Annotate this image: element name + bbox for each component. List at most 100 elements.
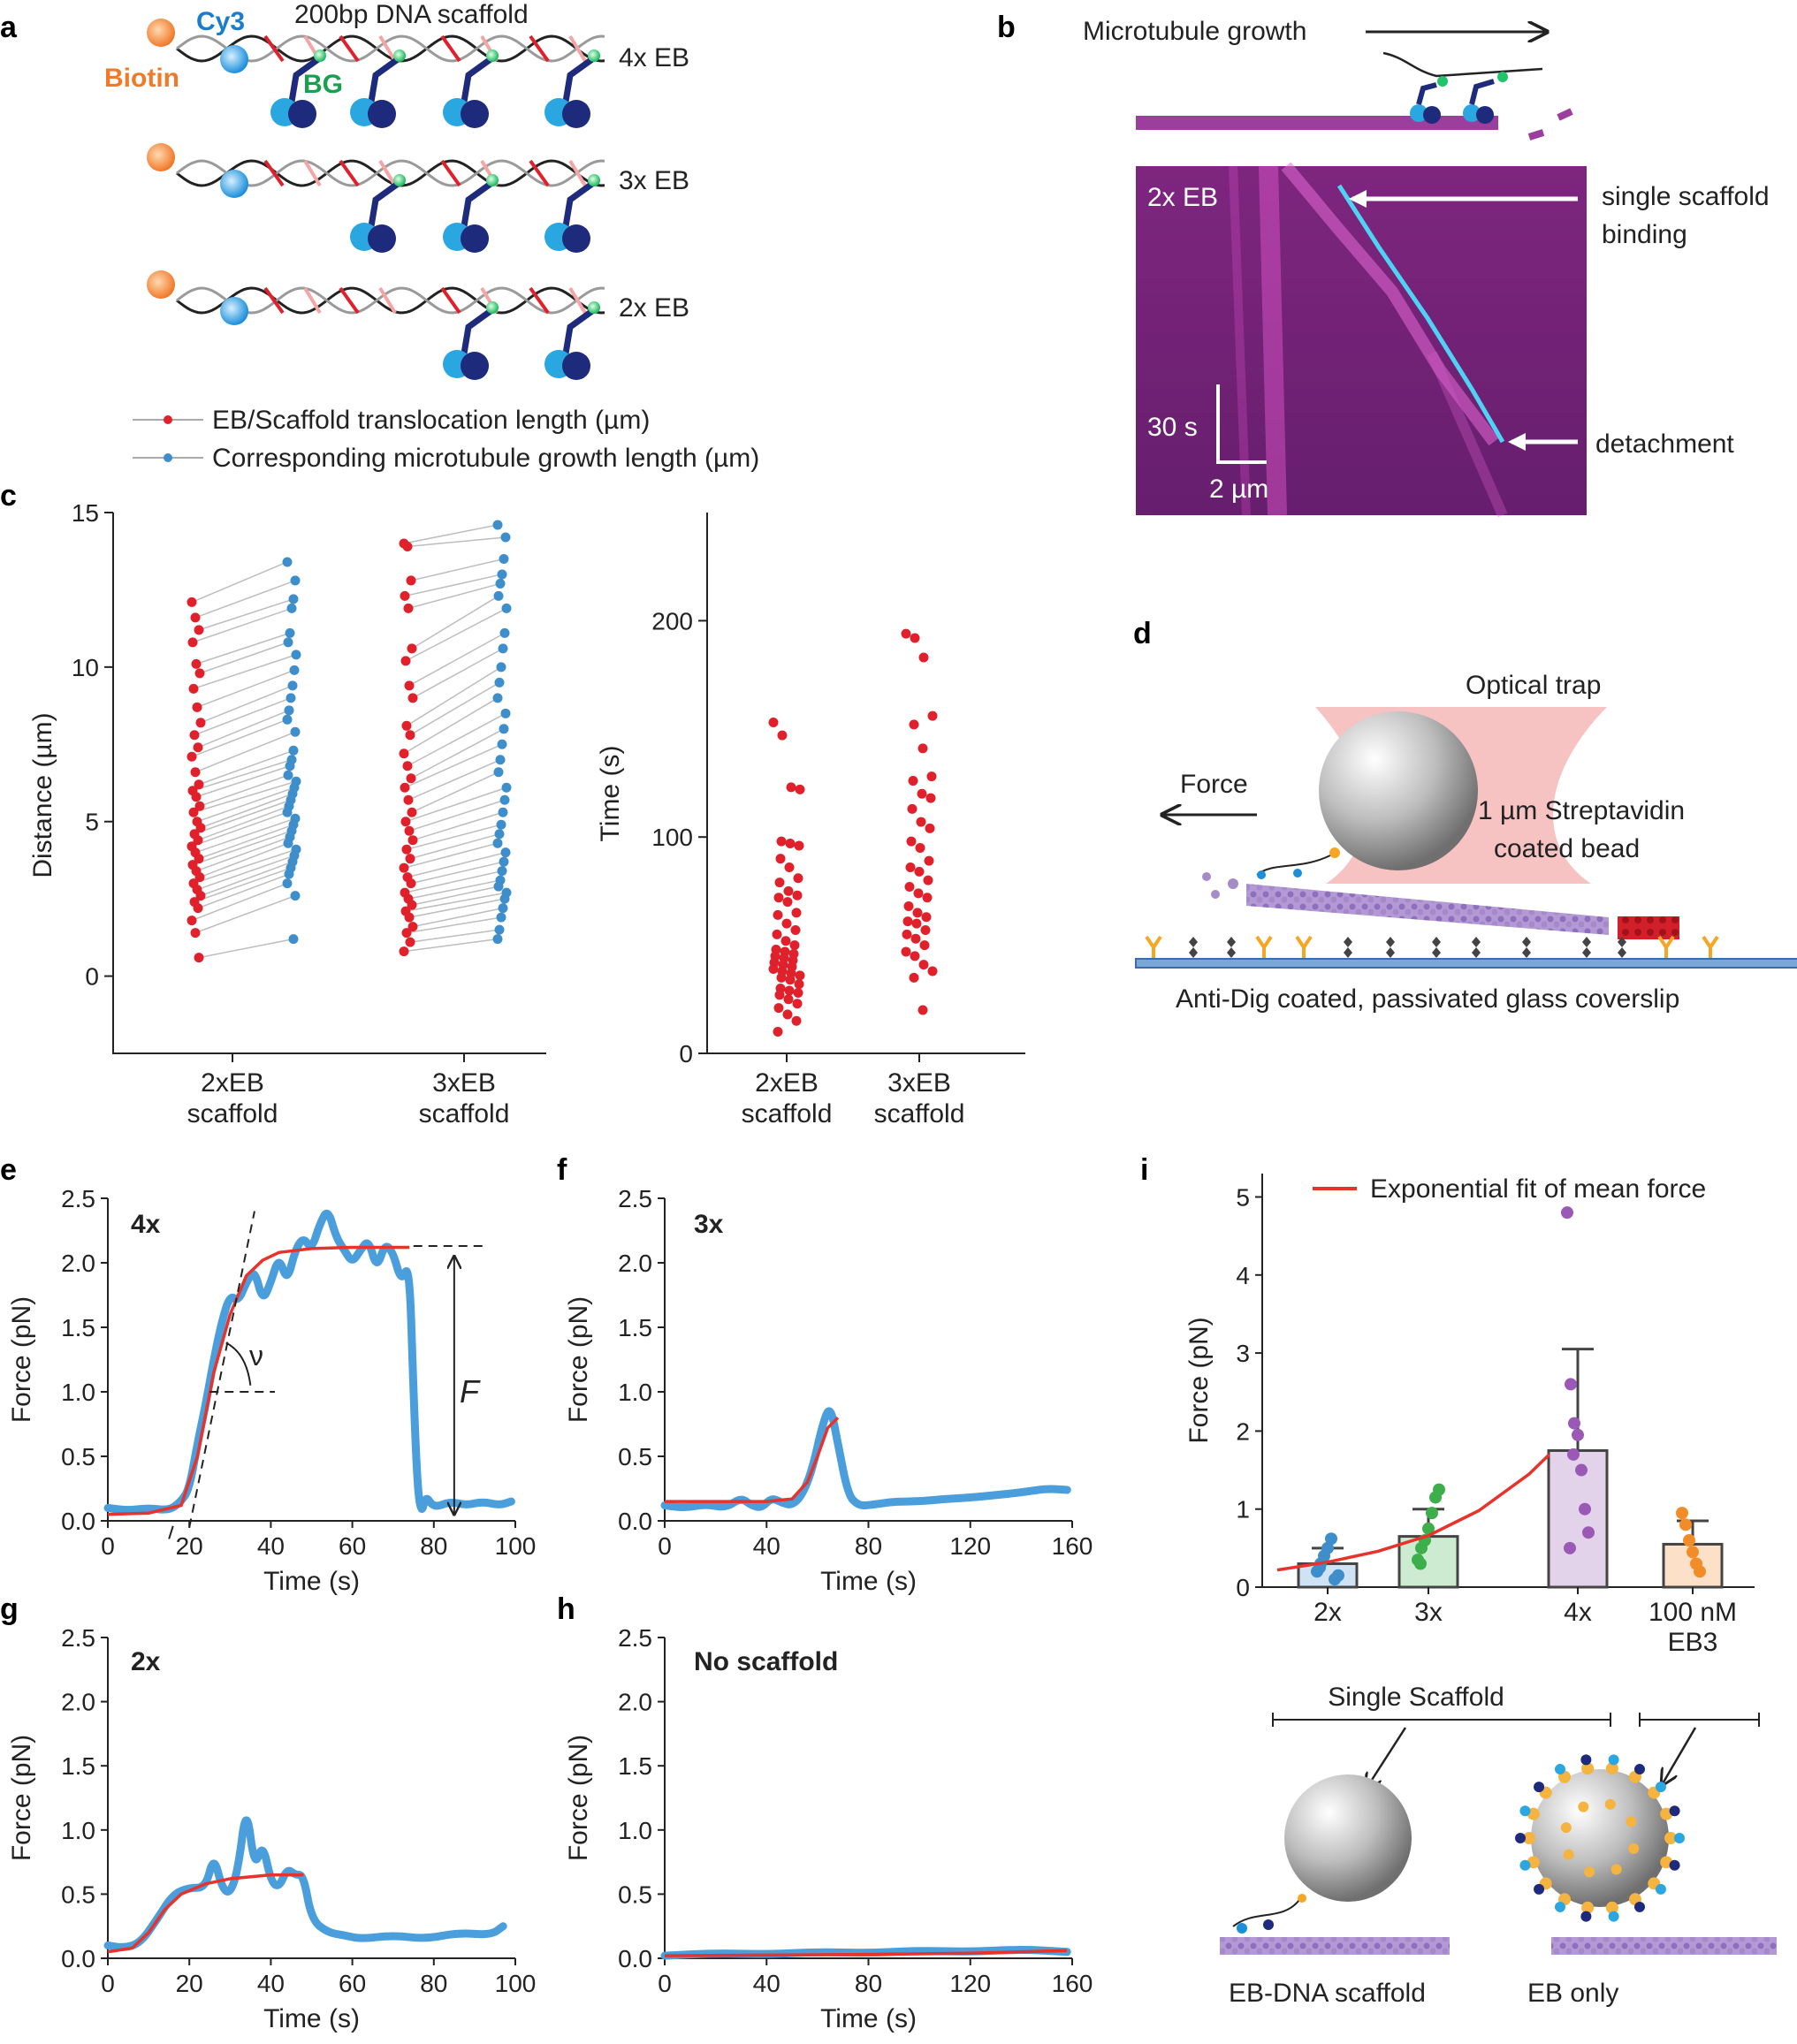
y-tick-label: 3 [1236, 1340, 1250, 1367]
time-point [774, 878, 785, 888]
time-point [910, 933, 921, 944]
translocation-point [191, 658, 202, 669]
pair-link [194, 817, 296, 854]
pair-link [406, 824, 502, 850]
time-point [920, 924, 931, 935]
bead-label-2: coated bead [1494, 834, 1640, 863]
biotin-dot [1581, 1901, 1595, 1914]
binding-label-2: binding [1602, 220, 1687, 249]
data-point [1332, 1569, 1344, 1582]
growth-point [495, 578, 506, 589]
panel-c: c 0 5 10 15 Distance (µm) 2xEB scaffold 3xE… [0, 479, 1025, 1128]
time-point [773, 893, 784, 903]
time-scale: 30 s [1147, 413, 1198, 442]
x-tick-label: 0 [101, 1532, 115, 1560]
x-tick-label: 20 [176, 1532, 203, 1560]
translocation-point [402, 541, 413, 551]
passivation [1227, 937, 1236, 958]
eb-dot [1634, 1764, 1645, 1775]
row-label-2x: 2x EB [619, 293, 689, 323]
time-point [913, 888, 924, 899]
tubulin [1211, 890, 1220, 899]
growth-point [492, 934, 503, 945]
pair-link [407, 851, 506, 878]
eb-linker [562, 57, 595, 103]
tag-f: 3x [694, 1210, 724, 1239]
pair-link [198, 749, 294, 786]
c-right-group-2-line-1: 3xEB [887, 1068, 951, 1098]
time-point [917, 788, 927, 799]
y-tick-label: 0.0 [618, 1508, 652, 1535]
y-tick-label: 1 [1236, 1496, 1250, 1524]
translocation-point [195, 718, 206, 728]
translocation-point [191, 792, 202, 802]
x-tick-label: 0 [658, 1970, 672, 1997]
c-right-ylabel: Time (s) [596, 746, 625, 842]
tag-e: 4x [131, 1210, 161, 1239]
translocation-point [400, 590, 410, 601]
time-point [791, 1015, 802, 1026]
trap-label: Optical trap [1466, 671, 1601, 700]
time-point [909, 972, 919, 983]
data-point [1694, 1565, 1706, 1578]
pair-link [408, 898, 506, 918]
translocation-point [187, 637, 198, 648]
kymo-label: 2x EB [1147, 183, 1218, 212]
pair-link [193, 654, 297, 690]
y-tick-label: 0 [85, 963, 99, 991]
growth-point [500, 532, 511, 543]
legend-fit-text: Exponential fit of mean force [1370, 1174, 1706, 1204]
passivation [1344, 937, 1352, 958]
data-point [1414, 1557, 1427, 1570]
fit-curve [107, 1873, 304, 1954]
y-tick-label: 2.0 [61, 1689, 95, 1716]
translocation-point [194, 779, 204, 790]
time-point [792, 999, 803, 1009]
bg-dot [486, 301, 499, 314]
y-axis-label: Force (pN) [1184, 1317, 1214, 1443]
biotin-dot [1626, 1816, 1637, 1827]
translocation-point [192, 702, 202, 712]
data-point [1422, 1522, 1435, 1535]
data-point [1679, 1518, 1692, 1531]
passivation [1386, 937, 1395, 958]
pair-link [403, 842, 499, 869]
growth-point [290, 726, 301, 737]
x-tick-label: 40 [753, 1970, 780, 1997]
translocation-point [400, 656, 411, 666]
eb-dot [1674, 1833, 1685, 1843]
growth-point [500, 847, 511, 858]
row-label-4x: 4x EB [619, 43, 689, 72]
dna-mark [529, 286, 550, 315]
eb-dot [1580, 1754, 1592, 1766]
data-point [1321, 1541, 1334, 1554]
pair-link [407, 879, 501, 900]
data-point [1683, 1534, 1695, 1547]
data-point [1568, 1417, 1580, 1430]
bg-dot [486, 174, 499, 186]
translocation-point [187, 596, 197, 607]
eb-linker [562, 308, 595, 354]
legend-blue-text: Corresponding microtubule growth length … [212, 444, 759, 473]
pair-link [194, 867, 292, 903]
time-point [794, 840, 804, 851]
x-tick-label: 100 [495, 1970, 537, 1997]
eb-dot [1237, 1923, 1247, 1934]
biotin-bead [147, 19, 175, 47]
growth-point [494, 829, 505, 840]
time-point [910, 951, 920, 961]
dna-mark [529, 159, 550, 187]
anti-dig-antibody [1657, 935, 1675, 958]
pair-link [403, 524, 499, 544]
biotin-dot [1584, 1866, 1595, 1878]
time-point [918, 960, 929, 970]
dna-mark [378, 286, 397, 315]
pair-link [198, 598, 294, 631]
dna-mark [339, 286, 360, 315]
bg-dot [486, 49, 499, 62]
x-tick-label: 40 [257, 1532, 285, 1560]
growth-point [285, 627, 295, 638]
passivation [1582, 937, 1591, 958]
panel-a: a Cy3 200bp DNA scaffold Biotin BG 4x EB… [0, 0, 759, 473]
kymo-scaffold-track [1336, 184, 1505, 444]
